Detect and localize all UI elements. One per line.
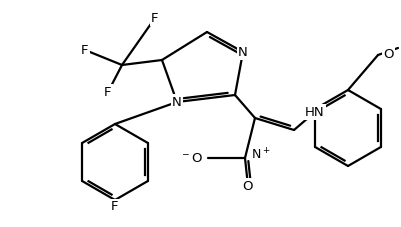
Text: N$^+$: N$^+$ — [250, 147, 270, 163]
Text: F: F — [151, 12, 158, 25]
Text: N: N — [172, 96, 181, 109]
Text: N: N — [237, 45, 247, 59]
Text: F: F — [104, 86, 111, 99]
Text: HN: HN — [304, 106, 324, 118]
Text: F: F — [81, 44, 89, 57]
Text: $^-$O: $^-$O — [180, 151, 203, 165]
Text: O: O — [382, 49, 393, 62]
Text: F: F — [111, 200, 118, 214]
Text: O: O — [242, 180, 253, 192]
